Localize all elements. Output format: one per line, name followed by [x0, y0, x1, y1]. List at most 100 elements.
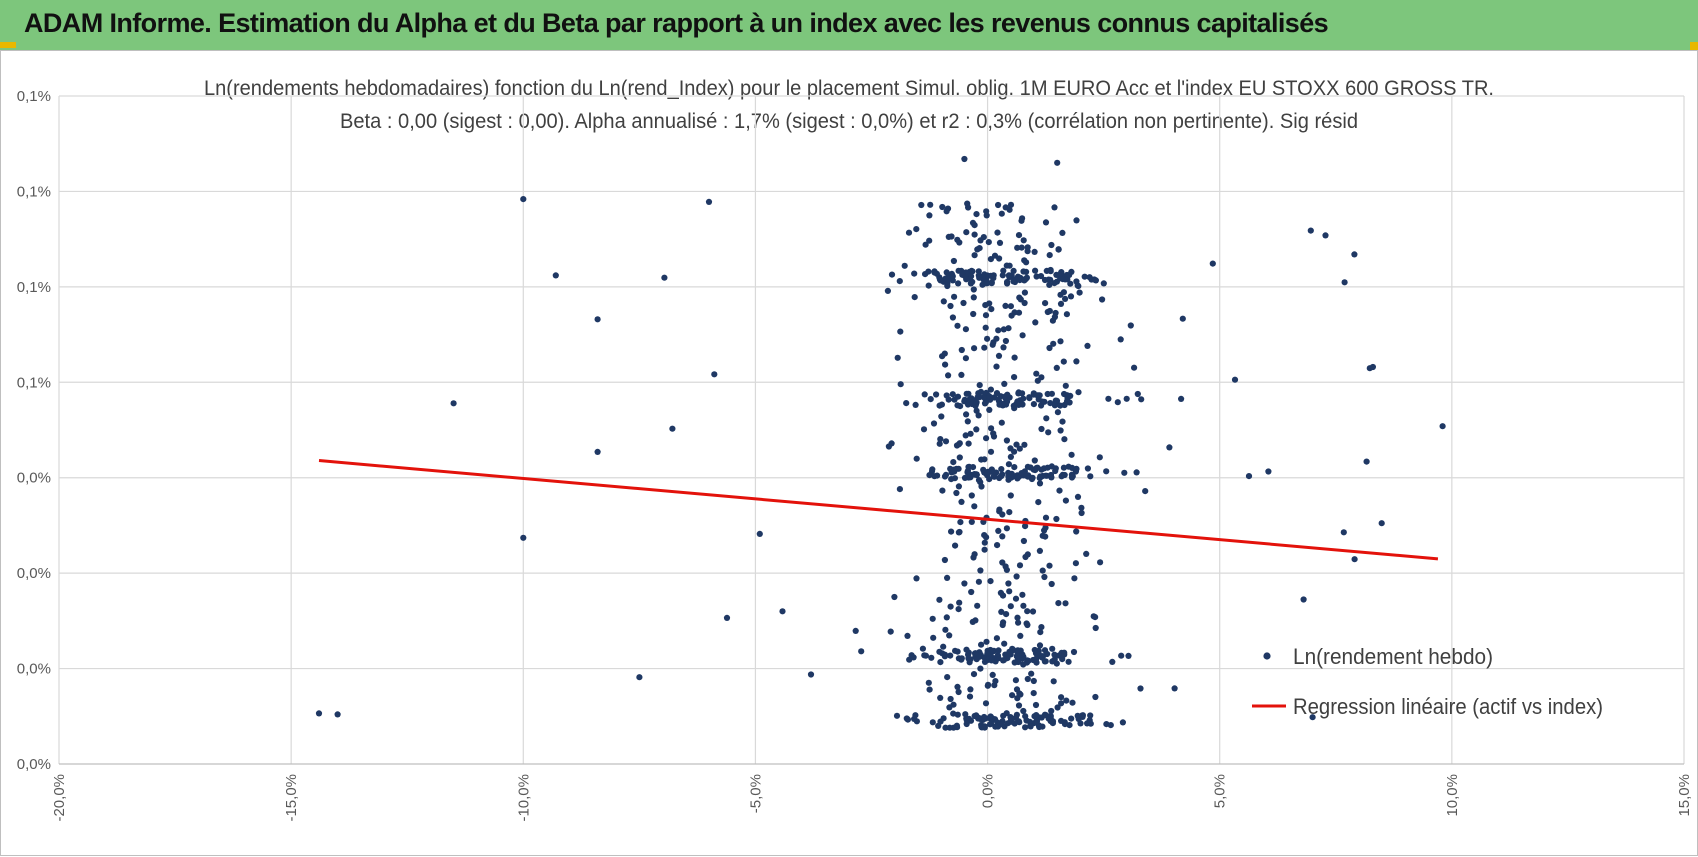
- scatter-point: [1015, 274, 1022, 281]
- scatter-point: [315, 710, 323, 717]
- scatter-point: [1008, 312, 1015, 319]
- scatter-point: [981, 456, 988, 463]
- scatter-point: [986, 393, 993, 400]
- x-tick-label: 5,0%: [1212, 774, 1229, 808]
- scatter-point: [953, 489, 960, 497]
- scatter-point: [1024, 608, 1031, 615]
- scatter-point: [950, 459, 957, 466]
- scatter-point: [983, 534, 990, 541]
- scatter-point: [984, 650, 991, 657]
- scatter-point: [1016, 562, 1024, 569]
- scatter-point: [957, 519, 964, 526]
- scatter-point: [954, 683, 961, 691]
- scatter-point: [1057, 402, 1064, 409]
- scatter-point: [661, 274, 668, 281]
- scatter-point: [985, 239, 992, 246]
- scatter-point: [1005, 272, 1013, 279]
- scatter-point: [942, 361, 949, 368]
- scatter-point: [1073, 358, 1080, 365]
- scatter-point: [1179, 315, 1186, 322]
- x-tick-label: -5,0%: [747, 774, 764, 813]
- scatter-point: [945, 396, 952, 403]
- x-tick-label: -10,0%: [515, 774, 532, 822]
- scatter-point: [999, 559, 1006, 566]
- scatter-point: [976, 274, 983, 281]
- scatter-point: [1076, 289, 1083, 296]
- scatter-point: [1046, 252, 1053, 259]
- data-points: [315, 155, 1446, 731]
- scatter-point: [995, 396, 1002, 403]
- scatter-point: [1092, 624, 1099, 632]
- scatter-point: [955, 441, 963, 448]
- scatter-point: [971, 345, 978, 352]
- scatter-point: [852, 627, 859, 635]
- scatter-point: [951, 293, 958, 300]
- scatter-point: [1037, 629, 1044, 636]
- scatter-point: [992, 678, 999, 685]
- scatter-point: [982, 312, 990, 319]
- scatter-point: [1209, 260, 1216, 267]
- scatter-point: [1042, 300, 1049, 307]
- scatter-point: [1322, 232, 1329, 239]
- scatter-point: [944, 674, 951, 681]
- scatter-point: [995, 201, 1002, 209]
- scatter-point: [913, 226, 920, 233]
- scatter-point: [982, 324, 989, 331]
- scatter-point: [1171, 685, 1178, 692]
- scatter-point: [983, 638, 990, 645]
- scatter-point: [1036, 642, 1044, 649]
- scatter-point: [948, 528, 955, 535]
- scatter-point: [963, 276, 970, 283]
- scatter-point: [1121, 469, 1128, 476]
- scatter-point: [982, 399, 990, 406]
- scatter-point: [1245, 473, 1253, 480]
- scatter-point: [1042, 472, 1049, 479]
- scatter-point: [971, 551, 978, 558]
- scatter-point: [1061, 651, 1068, 658]
- scatter-point: [969, 618, 976, 626]
- scatter-point: [987, 386, 995, 393]
- scatter-point: [929, 719, 936, 726]
- scatter-point: [1031, 457, 1038, 464]
- scatter-point: [1054, 409, 1061, 416]
- scatter-point: [756, 530, 763, 537]
- scatter-point: [1011, 464, 1018, 471]
- scatter-point: [1003, 437, 1011, 444]
- scatter-point: [1029, 608, 1037, 615]
- x-tick-label: 15,0%: [1676, 774, 1693, 817]
- scatter-point: [1033, 370, 1040, 377]
- scatter-point: [1050, 340, 1057, 347]
- scatter-point: [940, 298, 947, 305]
- scatter-point: [1041, 398, 1048, 405]
- scatter-point: [941, 556, 949, 564]
- scatter-point: [1013, 653, 1021, 660]
- y-tick-label: 0,1%: [17, 279, 51, 296]
- scatter-point: [1024, 463, 1031, 470]
- scatter-point: [1051, 656, 1058, 663]
- scatter-point: [1001, 640, 1008, 647]
- scatter-point: [1092, 693, 1099, 701]
- scatter-point: [980, 234, 987, 241]
- scatter-point: [936, 596, 943, 603]
- scatter-point: [1004, 280, 1011, 287]
- scatter-point: [1051, 280, 1058, 287]
- scatter-point: [1011, 374, 1018, 381]
- scatter-point: [1133, 469, 1140, 476]
- x-tick-label: -20,0%: [51, 774, 68, 822]
- scatter-point: [959, 271, 966, 278]
- scatter-point: [1074, 493, 1082, 500]
- scatter-point: [1036, 480, 1044, 487]
- scatter-point: [988, 306, 995, 313]
- scatter-point: [1052, 397, 1059, 404]
- scatter-point: [1026, 394, 1033, 401]
- scatter-point: [963, 390, 970, 397]
- scatter-point: [1039, 567, 1046, 574]
- scatter-point: [1067, 280, 1074, 287]
- scatter-point: [1019, 390, 1026, 397]
- scatter-point: [965, 440, 972, 447]
- scatter-point: [1011, 448, 1018, 455]
- scatter-point: [993, 635, 1001, 642]
- scatter-point: [1057, 300, 1065, 307]
- scatter-point: [1018, 244, 1025, 251]
- scatter-point: [996, 474, 1003, 482]
